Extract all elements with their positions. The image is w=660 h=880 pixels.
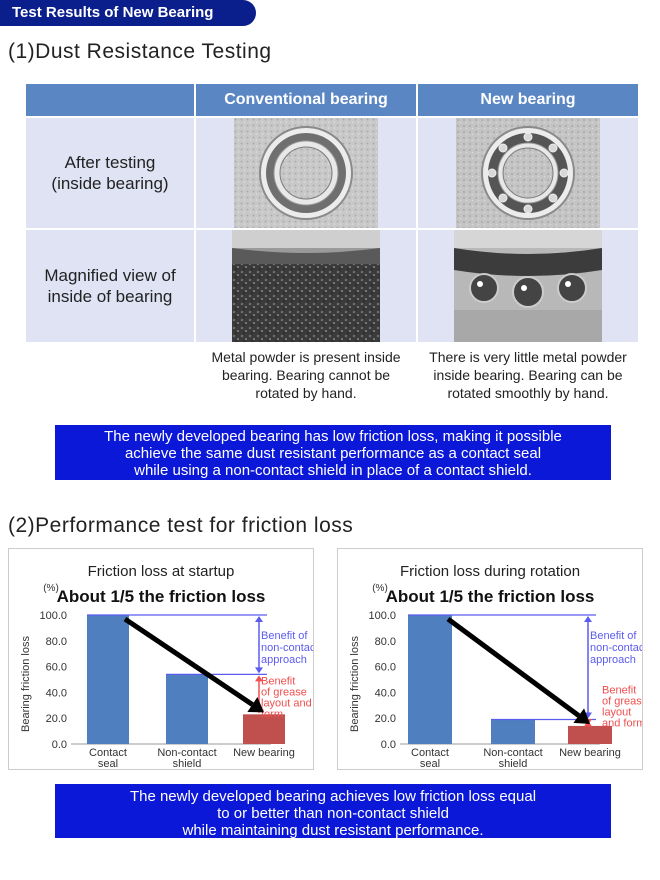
- chart-subtitle: About 1/5 the friction loss: [56, 587, 266, 606]
- y-tick-label: 20.0: [375, 713, 396, 725]
- photo-conventional-magnified: [232, 230, 380, 342]
- section2-summary-note: The newly developed bearing achieves low…: [55, 784, 611, 839]
- y-tick-label: 0.0: [381, 739, 396, 751]
- row-label-after-testing-text: After testing (inside bearing): [51, 153, 169, 193]
- x-tick-label: Contact seal: [411, 747, 449, 769]
- chart-panel-rotation: Friction loss during rotation About 1/5 …: [337, 548, 643, 770]
- table-corner-header: [26, 84, 194, 116]
- section1-summary-note: The newly developed bearing has low fric…: [55, 425, 611, 480]
- x-tick-label: Non-contact shield: [483, 747, 542, 769]
- arrowhead-up-blue: [584, 616, 592, 622]
- bar-1: [491, 719, 535, 744]
- section-badge: Test Results of New Bearing: [0, 0, 256, 26]
- bar-2: [243, 714, 285, 744]
- x-tick-label: New bearing: [233, 747, 295, 759]
- chart-subtitle: About 1/5 the friction loss: [385, 587, 595, 606]
- y-axis-label: Bearing friction loss: [349, 636, 361, 732]
- bar-1: [166, 674, 208, 744]
- caption-new: There is very little metal powder inside…: [429, 349, 627, 401]
- chart-panel-startup: Friction loss at startup About 1/5 the f…: [8, 548, 314, 770]
- chart-title: Friction loss during rotation: [399, 563, 581, 580]
- y-tick-label: 60.0: [375, 662, 396, 674]
- chart-title: Friction loss at startup: [87, 563, 235, 580]
- y-tick-label: 100.0: [368, 610, 396, 622]
- row-label-after-testing: After testing (inside bearing): [26, 118, 194, 228]
- reduction-arrow: [446, 616, 581, 718]
- annotation-noncontact-benefit: Benefit of non-contact approach: [590, 630, 642, 666]
- y-tick-label: 20.0: [46, 713, 67, 725]
- reduction-arrow: [123, 616, 254, 707]
- x-tick-label: Non-contact shield: [157, 747, 216, 769]
- photo-new-bearing: [456, 118, 600, 228]
- y-tick-label: 80.0: [46, 636, 67, 648]
- header-conventional: Conventional bearing: [196, 84, 416, 116]
- y-axis-label: Bearing friction loss: [20, 636, 32, 732]
- y-tick-label: 100.0: [39, 610, 67, 622]
- reduction-arrowhead: [247, 697, 264, 713]
- row-label-magnified-text: Magnified view of inside of bearing: [44, 266, 176, 306]
- y-tick-label: 40.0: [375, 687, 396, 699]
- bar-0: [408, 615, 452, 744]
- x-tick-label: New bearing: [559, 747, 621, 759]
- y-tick-label: 80.0: [375, 636, 396, 648]
- bar-2: [568, 725, 612, 744]
- chart-startup: Bearing friction loss (%) 0.0 20.0 40.0 60.0 8…: [20, 583, 313, 769]
- photo-conventional-bearing: [234, 118, 378, 228]
- section1-title: (1)Dust Resistance Testing: [8, 40, 272, 63]
- chart-rotation: Bearing friction loss (%) 0.0 20.0 40.0 60.0 8…: [349, 583, 642, 769]
- y-axis-unit: (%): [372, 583, 388, 594]
- annotation-grease-benefit: Benefit of grease layout and form: [261, 675, 312, 720]
- arrowhead-down-blue: [255, 667, 263, 674]
- photo-new-magnified: [454, 230, 602, 342]
- arrowhead-up-blue: [255, 616, 263, 622]
- header-new: New bearing: [418, 84, 638, 116]
- y-tick-label: 60.0: [46, 662, 67, 674]
- row-label-magnified: Magnified view of inside of bearing: [26, 230, 194, 342]
- bar-0: [87, 615, 129, 744]
- caption-conventional: Metal powder is present inside bearing. …: [211, 349, 401, 401]
- section2-title: (2)Performance test for friction loss: [8, 514, 354, 537]
- reduction-arrowhead: [573, 708, 590, 724]
- y-axis-unit: (%): [43, 583, 59, 594]
- dust-test-table: Conventional bearing New bearing After t…: [26, 84, 638, 342]
- y-tick-label: 0.0: [52, 739, 67, 751]
- x-tick-label: Contact seal: [89, 747, 127, 769]
- annotation-noncontact-benefit: Benefit of non-contact approach: [261, 630, 313, 666]
- y-tick-label: 40.0: [46, 687, 67, 699]
- arrowhead-up-red: [255, 675, 263, 682]
